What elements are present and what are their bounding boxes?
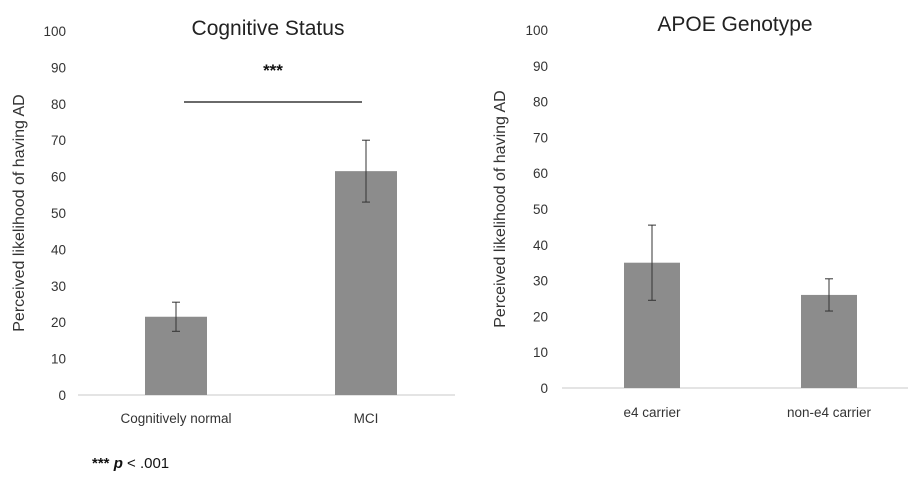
y-tick-label: 50	[533, 202, 548, 217]
y-tick-label: 90	[51, 60, 66, 75]
y-tick-label: 60	[533, 166, 548, 181]
footnote-p: p	[113, 455, 123, 472]
y-tick-label: 40	[51, 242, 66, 257]
chart-title: APOE Genotype	[657, 13, 812, 36]
y-tick-label: 10	[533, 345, 548, 360]
footnote-threshold: < .001	[122, 455, 170, 472]
y-tick-label: 100	[525, 23, 548, 38]
y-tick-label: 80	[533, 95, 548, 110]
y-tick-label: 100	[43, 24, 66, 39]
x-category-label: Cognitively normal	[120, 411, 231, 426]
x-category-label: non-e4 carrier	[787, 405, 872, 420]
bar	[335, 171, 397, 395]
x-category-label: e4 carrier	[623, 405, 681, 420]
y-tick-label: 50	[51, 206, 66, 221]
y-tick-label: 40	[533, 238, 548, 253]
y-tick-label: 30	[533, 274, 548, 289]
y-tick-label: 80	[51, 97, 66, 112]
y-tick-label: 0	[540, 381, 548, 396]
chart-title: Cognitive Status	[192, 17, 345, 40]
y-tick-label: 0	[58, 388, 66, 403]
y-axis-label: Perceived likelihood of having AD	[492, 90, 509, 327]
footnote-stars: ***	[92, 455, 110, 472]
y-tick-label: 60	[51, 170, 66, 185]
y-axis-label: Perceived likelihood of having AD	[11, 94, 28, 331]
y-tick-label: 90	[533, 59, 548, 74]
y-tick-label: 70	[533, 130, 548, 145]
y-tick-label: 30	[51, 279, 66, 294]
y-tick-label: 20	[533, 309, 548, 324]
y-tick-label: 10	[51, 352, 66, 367]
y-tick-label: 20	[51, 315, 66, 330]
significance-footnote: *** p < .001	[92, 455, 169, 472]
x-category-label: MCI	[354, 411, 379, 426]
significance-stars: ***	[263, 61, 283, 80]
y-tick-label: 70	[51, 133, 66, 148]
